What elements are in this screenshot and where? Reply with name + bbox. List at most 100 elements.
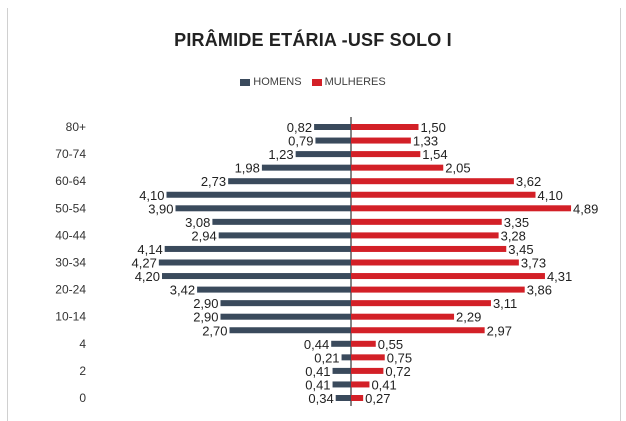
tick-label-30-34: 30-34 xyxy=(55,256,86,270)
bar-homens-70-74 xyxy=(295,151,351,158)
tick-label-60-64: 60-64 xyxy=(55,174,86,188)
label-mulheres-1: 0,41 xyxy=(371,377,396,392)
legend-swatch-homens xyxy=(240,78,251,86)
bar-homens-35-39 xyxy=(164,245,351,252)
label-homens-70-74: 1,23 xyxy=(268,147,293,162)
bar-homens-25-29 xyxy=(162,273,351,280)
label-homens-55-59: 4,10 xyxy=(139,188,164,203)
label-mulheres-4: 0,55 xyxy=(378,337,403,352)
label-mulheres-3: 0,75 xyxy=(387,350,412,365)
chart-legend: HOMENS MULHERES xyxy=(0,76,626,88)
bar-homens-80plus xyxy=(314,124,351,130)
bar-mulheres-75-79 xyxy=(351,137,411,144)
bar-homens-3 xyxy=(341,354,351,361)
label-homens-40-44: 2,94 xyxy=(191,228,216,243)
bar-mulheres-15-19 xyxy=(351,300,491,307)
bar-homens-65-69 xyxy=(261,164,351,171)
bar-mulheres-60-64 xyxy=(351,178,514,185)
label-mulheres-65-69: 2,05 xyxy=(445,161,470,176)
bar-mulheres-3 xyxy=(351,354,385,361)
label-homens-45-49: 3,08 xyxy=(185,215,210,230)
label-mulheres-45-49: 3,35 xyxy=(504,215,529,230)
bar-homens-20-24 xyxy=(197,286,351,293)
label-homens-1: 0,41 xyxy=(305,377,330,392)
bar-mulheres-55-59 xyxy=(351,191,536,198)
bar-homens-75-79 xyxy=(315,137,351,144)
bar-homens-55-59 xyxy=(166,191,351,198)
label-mulheres-25-29: 4,31 xyxy=(547,269,572,284)
tick-label-10-14: 10-14 xyxy=(55,310,86,324)
tick-label-2: 2 xyxy=(79,364,86,378)
bar-homens-45-49 xyxy=(212,218,351,225)
frame-right-edge xyxy=(620,8,621,421)
bar-homens-30-34 xyxy=(158,259,351,266)
tick-label-50-54: 50-54 xyxy=(55,201,86,215)
bar-homens-50-54 xyxy=(175,205,351,212)
bar-homens-4 xyxy=(331,340,351,347)
bar-homens-10-14 xyxy=(220,313,351,320)
label-mulheres-55-59: 4,10 xyxy=(538,188,563,203)
tick-label-20-24: 20-24 xyxy=(55,283,86,297)
bar-homens-40-44 xyxy=(218,232,351,239)
label-homens-10-14: 2,90 xyxy=(193,310,218,325)
label-mulheres-70-74: 1,54 xyxy=(422,147,447,162)
label-homens-15-19: 2,90 xyxy=(193,296,218,311)
bar-mulheres-65-69 xyxy=(351,164,444,171)
label-homens-3: 0,21 xyxy=(314,350,339,365)
bar-mulheres-20-24 xyxy=(351,286,525,293)
label-homens-4: 0,44 xyxy=(304,337,329,352)
bar-homens-60-64 xyxy=(228,178,351,185)
tick-label-0: 0 xyxy=(79,391,86,405)
label-homens-50-54: 3,90 xyxy=(148,201,173,216)
frame-left-edge xyxy=(7,8,8,421)
bar-mulheres-80plus xyxy=(351,124,419,130)
label-homens-5-9: 2,70 xyxy=(202,323,227,338)
label-homens-2: 0,41 xyxy=(305,364,330,379)
label-mulheres-0: 0,27 xyxy=(365,391,390,406)
label-mulheres-40-44: 3,28 xyxy=(501,228,526,243)
bar-mulheres-30-34 xyxy=(351,259,519,266)
bar-mulheres-35-39 xyxy=(351,245,507,252)
bar-homens-2 xyxy=(332,367,351,374)
tick-label-4: 4 xyxy=(79,337,86,351)
chart-title: PIRÂMIDE ETÁRIA -USF SOLO I xyxy=(174,30,452,50)
label-mulheres-20-24: 3,86 xyxy=(527,283,552,298)
label-homens-30-34: 4,27 xyxy=(132,256,157,271)
bar-mulheres-25-29 xyxy=(351,273,545,280)
bar-mulheres-70-74 xyxy=(351,151,421,158)
bar-mulheres-4 xyxy=(351,340,376,347)
label-mulheres-2: 0,72 xyxy=(385,364,410,379)
label-homens-60-64: 2,73 xyxy=(201,174,226,189)
bar-homens-1 xyxy=(332,381,351,388)
legend-label-mulheres: MULHERES xyxy=(324,76,386,88)
bar-homens-5-9 xyxy=(229,327,351,334)
bar-mulheres-2 xyxy=(351,367,384,374)
bar-mulheres-5-9 xyxy=(351,327,485,334)
bar-mulheres-0 xyxy=(351,395,364,401)
label-homens-65-69: 1,98 xyxy=(235,161,260,176)
label-mulheres-10-14: 2,29 xyxy=(456,310,481,325)
bar-mulheres-45-49 xyxy=(351,218,502,225)
label-homens-75-79: 0,79 xyxy=(288,134,313,149)
label-mulheres-80plus: 1,50 xyxy=(421,120,446,135)
label-mulheres-50-54: 4,89 xyxy=(573,201,598,216)
label-homens-25-29: 4,20 xyxy=(135,269,160,284)
bar-mulheres-50-54 xyxy=(351,205,572,212)
tick-label-40-44: 40-44 xyxy=(55,228,86,242)
label-homens-20-24: 3,42 xyxy=(170,283,195,298)
label-mulheres-60-64: 3,62 xyxy=(516,174,541,189)
label-homens-35-39: 4,14 xyxy=(137,242,162,257)
label-homens-80plus: 0,82 xyxy=(287,120,312,135)
bar-mulheres-1 xyxy=(351,381,370,388)
label-mulheres-75-79: 1,33 xyxy=(413,134,438,149)
tick-label-70-74: 70-74 xyxy=(55,147,86,161)
legend-swatch-mulheres xyxy=(311,78,322,86)
label-mulheres-30-34: 3,73 xyxy=(521,256,546,271)
bar-mulheres-10-14 xyxy=(351,313,455,320)
label-mulheres-15-19: 3,11 xyxy=(493,296,517,311)
bar-homens-15-19 xyxy=(220,300,351,307)
legend-item-homens: HOMENS xyxy=(240,76,302,88)
label-homens-0: 0,34 xyxy=(308,391,333,406)
